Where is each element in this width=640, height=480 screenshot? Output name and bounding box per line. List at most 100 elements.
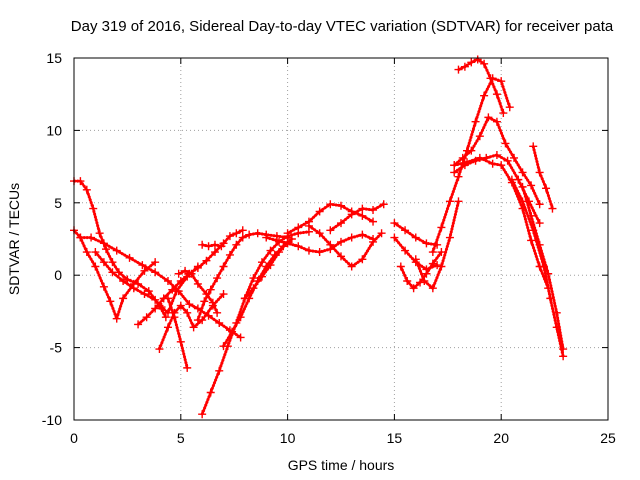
satellite-track-22-point: [497, 77, 506, 86]
satellite-track-25-point: [475, 153, 484, 162]
satellite-track-13-point: [198, 240, 207, 249]
satellite-track-1-point: [82, 185, 91, 194]
satellite-track-3-point: [236, 333, 245, 342]
satellite-track-2-point: [106, 297, 115, 306]
chart-title: Day 319 of 2016, Sidereal Day-to-day VTE…: [71, 18, 614, 35]
satellite-track-17-line: [329, 202, 385, 232]
y-tick-label: 5: [54, 195, 62, 211]
satellite-track-7-point: [213, 308, 222, 317]
satellite-track-22-point: [445, 197, 454, 206]
satellite-track-4-point: [172, 287, 181, 296]
satellite-track-5-point: [176, 276, 185, 285]
satellite-track-28-point: [542, 184, 551, 193]
satellite-track-18-point: [401, 226, 410, 235]
satellite-track-10-point: [257, 258, 266, 267]
satellite-track-15-point: [369, 217, 378, 226]
satellite-track-2-point: [82, 248, 91, 257]
satellite-track-22-point: [480, 91, 489, 100]
satellite-track-3-point: [193, 304, 202, 313]
satellite-track-22-point: [428, 248, 437, 257]
satellite-track-24-point: [503, 156, 512, 165]
satellite-track-9-point: [238, 233, 247, 242]
satellite-track-1-point: [123, 275, 132, 284]
x-tick-label: 0: [70, 430, 78, 446]
satellite-track-4-point: [91, 248, 100, 257]
satellite-track-9-point: [253, 229, 262, 238]
x-axis-label: GPS time / hours: [288, 457, 395, 473]
satellite-track-11-point: [236, 313, 245, 322]
satellite-track-23-point: [535, 200, 544, 209]
satellite-track-15-point: [326, 200, 335, 209]
satellite-track-23-point: [518, 168, 527, 177]
satellite-track-9-point: [245, 230, 254, 239]
satellite-track-26-markers: [510, 178, 565, 357]
satellite-track-9-point: [219, 262, 228, 271]
satellite-track-6-point: [189, 323, 198, 332]
satellite-track-2-point: [91, 262, 100, 271]
satellite-track-3-point: [125, 253, 134, 262]
satellite-track-23-point: [501, 139, 510, 148]
satellite-track-14-point: [347, 233, 356, 242]
satellite-track-25-markers: [453, 156, 550, 289]
satellite-track-9-point: [200, 297, 209, 306]
satellite-track-23-point: [475, 132, 484, 141]
satellite-track-10-point: [215, 366, 224, 375]
satellite-track-14-point: [283, 239, 292, 248]
x-tick-label: 5: [177, 430, 185, 446]
satellite-track-17-point: [347, 210, 356, 219]
satellite-track-10-point: [206, 388, 215, 397]
satellite-track-1-point: [144, 287, 153, 296]
satellite-track-5-point: [210, 248, 219, 257]
satellite-track-17-point: [326, 226, 335, 235]
satellite-track-19-point: [433, 261, 442, 270]
satellite-track-7-point: [193, 279, 202, 288]
satellite-track-11-point: [287, 235, 296, 243]
satellite-track-19-point: [401, 246, 410, 255]
x-tick-label: 15: [387, 430, 403, 446]
satellite-track-5-point: [151, 304, 160, 313]
satellite-track-26-point: [559, 352, 568, 361]
satellite-track-16-point: [337, 252, 345, 261]
satellite-track-9-point: [213, 274, 222, 283]
satellite-track-11-point: [219, 342, 228, 351]
satellite-track-17-point: [369, 206, 378, 215]
y-tick-label: 10: [46, 122, 62, 138]
satellite-track-29-point: [473, 55, 482, 64]
x-tick-label: 25: [600, 430, 616, 446]
satellite-track-10-point: [266, 246, 275, 255]
satellite-track-14-point: [294, 242, 303, 251]
satellite-track-23-point: [492, 117, 501, 126]
satellite-track-15-point: [294, 223, 303, 232]
satellite-track-9-point: [206, 285, 215, 294]
satellite-track-5-point: [202, 256, 211, 265]
satellite-track-5-point: [238, 226, 247, 235]
satellite-track-13-point: [217, 242, 226, 251]
satellite-track-6-point: [219, 290, 228, 299]
satellite-track-16-point: [326, 240, 335, 249]
satellite-track-10-point: [249, 274, 258, 283]
axis-ticks: 0 5 10 15 20 25 -10 -5 0 5 10 15: [42, 50, 616, 446]
satellite-track-18-point: [422, 239, 431, 248]
satellite-track-20-point: [422, 269, 431, 278]
satellite-track-26-point: [507, 175, 516, 184]
satellite-track-14-point: [315, 248, 324, 257]
satellite-track-20-point: [409, 284, 418, 293]
satellite-track-7-point: [208, 298, 217, 307]
satellite-track-23-point: [467, 146, 476, 155]
data-series: [70, 55, 568, 419]
satellite-track-25-point: [497, 161, 506, 170]
satellite-track-21-point: [420, 276, 429, 285]
satellite-track-4-point: [140, 290, 149, 299]
satellite-track-12-point: [266, 261, 275, 270]
satellite-track-29-point: [467, 58, 476, 67]
satellite-track-2-point: [112, 314, 121, 323]
satellite-track-1-point: [76, 177, 85, 186]
satellite-track-29-point: [454, 65, 463, 74]
satellite-track-16-point: [304, 221, 313, 230]
satellite-track-18-point: [411, 233, 420, 242]
satellite-track-15-point: [315, 207, 324, 216]
satellite-track-4-point: [99, 258, 108, 267]
satellite-track-3-point: [151, 268, 160, 277]
satellite-track-21-point: [454, 197, 463, 206]
